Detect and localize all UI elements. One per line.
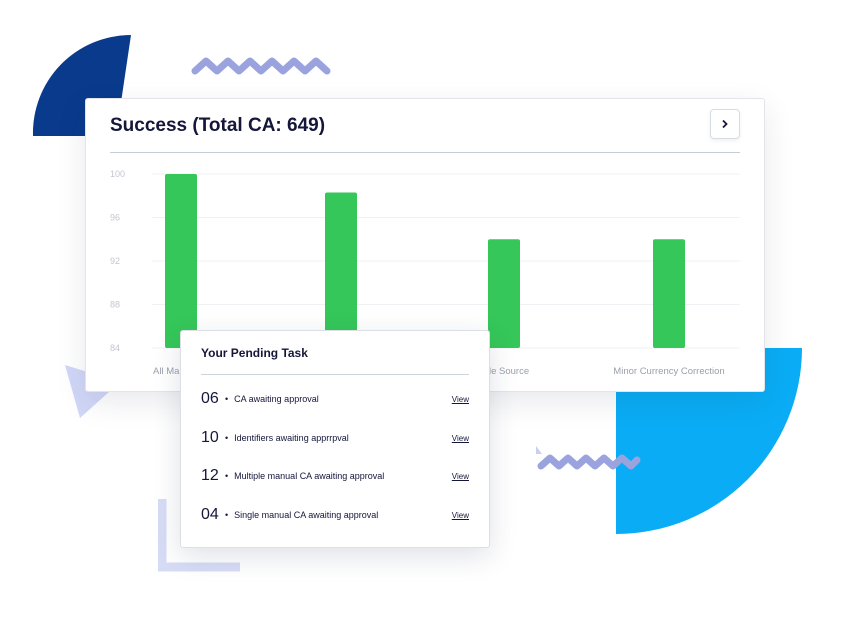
view-link[interactable]: View <box>451 433 469 443</box>
pending-task-title: Your Pending Task <box>201 346 308 360</box>
task-label: CA awaiting approval <box>234 394 319 404</box>
x-category-label: Minor Currency Correction <box>613 366 724 377</box>
y-tick-label: 84 <box>110 343 120 353</box>
bar[interactable] <box>488 239 520 348</box>
x-category-label: All Ma <box>153 366 180 377</box>
pending-divider <box>201 374 469 375</box>
lavender-corner-shape <box>158 499 240 572</box>
y-tick-label: 92 <box>110 256 120 266</box>
task-label: Single manual CA awaiting approval <box>234 510 379 520</box>
bullet-dot-icon: • <box>225 433 229 443</box>
task-count: 10 <box>201 429 219 446</box>
x-category-label: le Source <box>489 366 529 377</box>
card-divider <box>110 152 740 153</box>
y-tick-label: 100 <box>110 169 125 179</box>
pending-task-row: 04 • Single manual CA awaiting approval … <box>201 503 469 527</box>
zigzag-top-shape <box>191 57 331 75</box>
bar[interactable] <box>653 239 685 348</box>
next-button[interactable] <box>710 109 740 139</box>
view-link[interactable]: View <box>451 394 469 404</box>
y-tick-label: 88 <box>110 300 120 310</box>
task-label: Multiple manual CA awaiting approval <box>234 471 385 481</box>
success-bar-chart: 100 96 92 88 84 All Ma le Source Minor Currency… <box>110 169 740 377</box>
bullet-dot-icon: • <box>225 471 229 481</box>
task-count: 12 <box>201 467 219 484</box>
view-link[interactable]: View <box>451 471 469 481</box>
blue-quarter-circle-shape <box>616 348 802 534</box>
task-count: 06 <box>201 390 219 407</box>
bullet-dot-icon: • <box>225 394 229 404</box>
bar[interactable] <box>165 174 197 348</box>
chevron-right-icon <box>722 119 728 129</box>
view-link[interactable]: View <box>451 510 469 520</box>
pending-task-panel: Your Pending Task 06 • CA awaiting appro… <box>180 330 490 548</box>
pending-task-row: 10 • Identifiers awaiting apprrpval View <box>201 426 469 450</box>
zigzag-right-shape <box>536 446 641 470</box>
pending-task-row: 06 • CA awaiting approval View <box>201 387 469 411</box>
pending-task-row: 12 • Multiple manual CA awaiting approva… <box>201 464 469 488</box>
bullet-dot-icon: • <box>225 510 229 520</box>
bar[interactable] <box>325 192 357 348</box>
y-tick-label: 96 <box>110 213 120 223</box>
chart-title: Success (Total CA: 649) <box>110 115 326 136</box>
task-count: 04 <box>201 506 219 523</box>
task-label: Identifiers awaiting apprrpval <box>234 433 349 443</box>
